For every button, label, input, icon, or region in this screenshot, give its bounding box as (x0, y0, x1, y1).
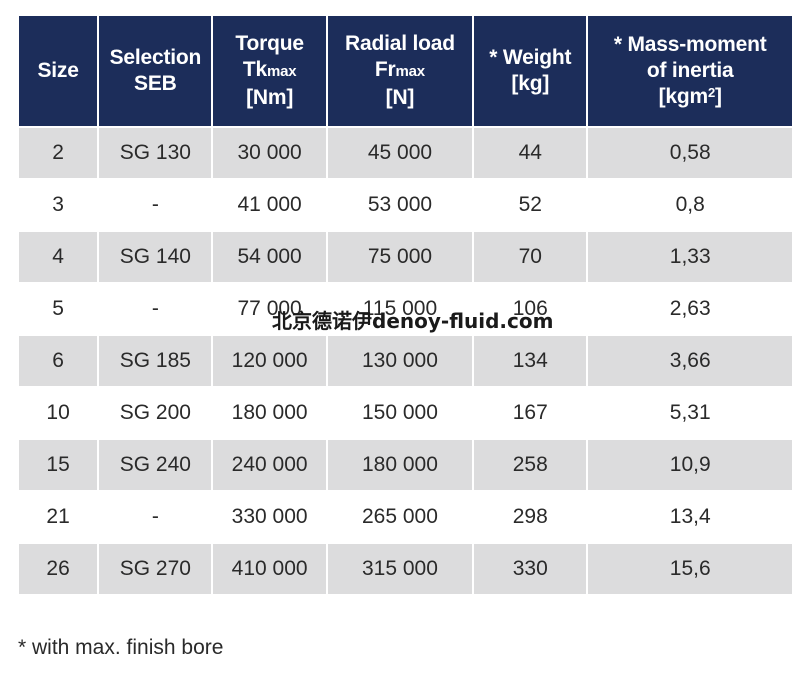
cell-size: 10 (19, 388, 98, 438)
table-row: 5-77 000 115 000 106 2,63 (19, 284, 792, 334)
cell-selection: - (99, 180, 212, 230)
header-torque: Torque Tkmax [Nm] (213, 16, 326, 126)
table-header: Size Selection SEB Torque Tkmax [Nm] Rad… (19, 16, 792, 126)
cell-size: 3 (19, 180, 98, 230)
cell-mass-moment: 3,66 (588, 336, 792, 386)
table-row: 4 SG 140 54 000 75 000 70 1,33 (19, 232, 792, 282)
cell-torque: 180 000 (213, 388, 326, 438)
cell-mass-moment: 15,6 (588, 544, 792, 594)
cell-size: 6 (19, 336, 98, 386)
cell-selection: - (99, 492, 212, 542)
cell-mass-moment: 13,4 (588, 492, 792, 542)
cell-radial-load: 150 000 (327, 388, 473, 438)
cell-selection: SG 185 (99, 336, 212, 386)
cell-selection: - (99, 284, 212, 334)
cell-size: 26 (19, 544, 98, 594)
cell-radial-load: 45 000 (327, 128, 473, 178)
table-row: 26 SG 270 410 000 315 000 330 15,6 (19, 544, 792, 594)
cell-weight: 258 (474, 440, 587, 490)
footnote: * with max. finish bore (18, 636, 224, 659)
cell-selection: SG 240 (99, 440, 212, 490)
cell-weight: 106 (474, 284, 587, 334)
cell-weight: 44 (474, 128, 587, 178)
table-row: 2 SG 130 30 000 45 000 44 0,58 (19, 128, 792, 178)
cell-torque: 54 000 (213, 232, 326, 282)
cell-mass-moment: 10,9 (588, 440, 792, 490)
cell-selection: SG 270 (99, 544, 212, 594)
cell-torque: 410 000 (213, 544, 326, 594)
cell-selection: SG 200 (99, 388, 212, 438)
table-row: 3-41 000 53 000 52 0,8 (19, 180, 792, 230)
cell-weight: 330 (474, 544, 587, 594)
cell-weight: 298 (474, 492, 587, 542)
cell-mass-moment: 5,31 (588, 388, 792, 438)
table-row: 15 SG 240 240 000 180 000 258 10,9 (19, 440, 792, 490)
cell-mass-moment: 0,58 (588, 128, 792, 178)
cell-radial-load: 315 000 (327, 544, 473, 594)
cell-weight: 70 (474, 232, 587, 282)
header-weight: * Weight [kg] (474, 16, 587, 126)
table-body: 2 SG 130 30 000 45 000 44 0,58 3-41 000 53 000 5… (19, 128, 792, 594)
cell-torque: 330 000 (213, 492, 326, 542)
header-selection: Selection SEB (99, 16, 212, 126)
cell-mass-moment: 2,63 (588, 284, 792, 334)
cell-size: 5 (19, 284, 98, 334)
cell-weight: 134 (474, 336, 587, 386)
cell-torque: 30 000 (213, 128, 326, 178)
cell-radial-load: 130 000 (327, 336, 473, 386)
header-mass-moment: * Mass-moment of inertia [kgm2] (588, 16, 792, 126)
cell-torque: 41 000 (213, 180, 326, 230)
cell-size: 2 (19, 128, 98, 178)
cell-selection: SG 140 (99, 232, 212, 282)
cell-size: 15 (19, 440, 98, 490)
cell-radial-load: 115 000 (327, 284, 473, 334)
table-row: 21-330 000 265 000 298 13,4 (19, 492, 792, 542)
cell-weight: 167 (474, 388, 587, 438)
cell-weight: 52 (474, 180, 587, 230)
table-row: 10 SG 200 180 000 150 000 167 5,31 (19, 388, 792, 438)
header-radial-load: Radial load Frmax [N] (327, 16, 473, 126)
cell-radial-load: 75 000 (327, 232, 473, 282)
cell-mass-moment: 0,8 (588, 180, 792, 230)
cell-torque: 240 000 (213, 440, 326, 490)
cell-size: 4 (19, 232, 98, 282)
cell-size: 21 (19, 492, 98, 542)
specification-table: Size Selection SEB Torque Tkmax [Nm] Rad… (17, 14, 794, 596)
cell-radial-load: 265 000 (327, 492, 473, 542)
cell-torque: 120 000 (213, 336, 326, 386)
cell-mass-moment: 1,33 (588, 232, 792, 282)
watermark-text: 北京德诺伊denoy-fluid.com (272, 309, 554, 333)
cell-torque: 77 000 (213, 284, 326, 334)
table-row: 6 SG 185 120 000 130 000 134 3,66 (19, 336, 792, 386)
header-size: Size (19, 16, 98, 126)
cell-selection: SG 130 (99, 128, 212, 178)
cell-radial-load: 53 000 (327, 180, 473, 230)
cell-radial-load: 180 000 (327, 440, 473, 490)
